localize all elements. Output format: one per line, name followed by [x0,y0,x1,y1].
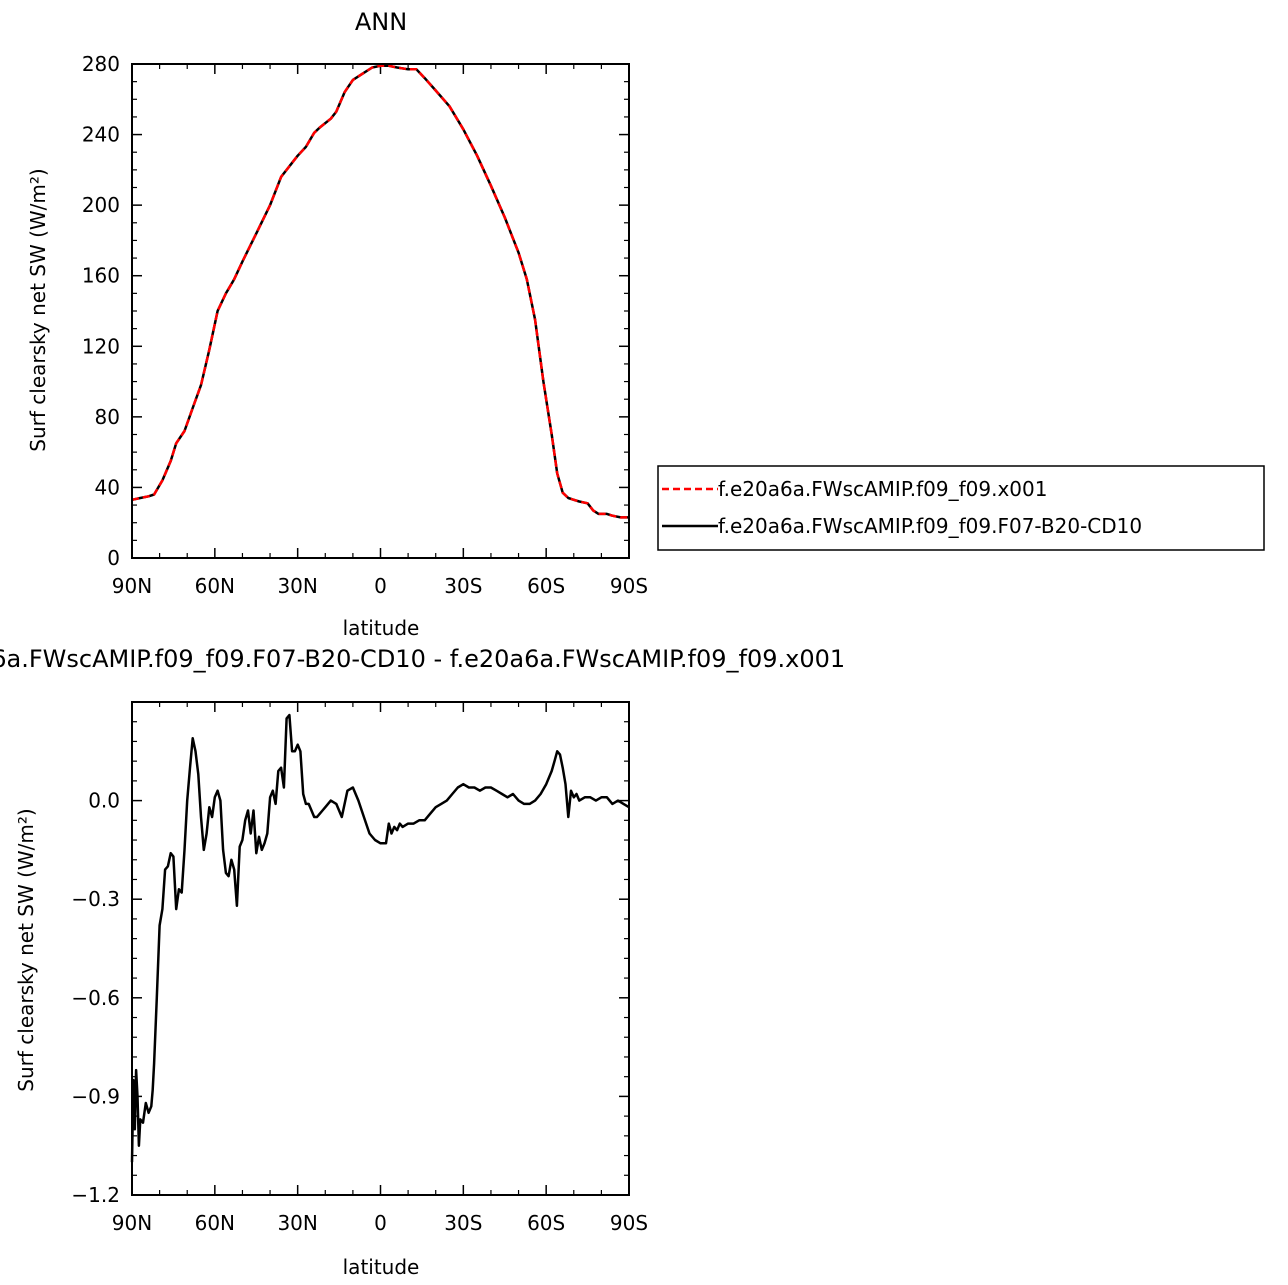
bottom-series-lines [130,713,630,1163]
top-y-axis-title: Surf clearsky net SW (W/m²) [26,168,50,451]
bottom-x-tick-label: 90N [112,1211,152,1235]
top-panel: ANN Surf clearsky net SW (W/m²) latitude… [26,8,648,640]
bottom-y-tick-label: −0.9 [71,1084,120,1108]
top-series-lines [131,64,629,519]
bottom-x-tick-label: 30S [444,1211,482,1235]
top-y-tick-label: 40 [95,475,120,499]
top-x-tick-label: 90S [610,574,648,598]
top-x-tick-label: 30N [277,574,317,598]
bottom-panel: f.e20a6a.FWscAMIP.f09_f09.F07-B20-CD10 -… [0,645,845,1279]
top-plot-frame [131,63,630,559]
bottom-y-axis-title: Surf clearsky net SW (W/m²) [14,808,38,1091]
top-axis-ticks: 90N 60N 30N 0 30S 60S 90S 0 40 80 120 160 200 240 280 [82,52,648,598]
top-chart-title: ANN [355,8,407,36]
bottom-x-tick-label: 30N [277,1211,317,1235]
legend: f.e20a6a.FWscAMIP.f09_f09.x001 f.e20a6a.… [657,465,1265,551]
legend-box [657,465,1265,551]
bottom-y-tick-label: 0.0 [88,789,120,813]
top-x-tick-label: 60S [527,574,565,598]
bottom-series-line [130,713,630,1163]
top-y-tick-label: 280 [82,52,120,76]
top-y-tick-label: 160 [82,264,120,288]
top-y-tick-label: 240 [82,123,120,147]
top-y-tick-label: 120 [82,334,120,358]
bottom-y-tick-label: −1.2 [71,1183,120,1207]
bottom-y-tick-label: −0.6 [71,986,120,1010]
bottom-chart-title: f.e20a6a.FWscAMIP.f09_f09.F07-B20-CD10 -… [0,645,845,673]
top-series-line [131,64,629,519]
top-x-axis-title: latitude [343,616,420,640]
bottom-x-tick-label: 60N [195,1211,235,1235]
top-x-tick-label: 60N [195,574,235,598]
top-y-tick-label: 80 [95,405,120,429]
legend-label-control: f.e20a6a.FWscAMIP.f09_f09.x001 [718,477,1047,501]
bottom-plot-frame [131,701,630,1196]
top-x-tick-label: 30S [444,574,482,598]
top-x-tick-label: 90N [112,574,152,598]
bottom-x-tick-label: 60S [527,1211,565,1235]
bottom-x-tick-label: 0 [374,1211,387,1235]
top-y-tick-label: 200 [82,193,120,217]
bottom-x-axis-title: latitude [343,1255,420,1279]
bottom-y-tick-label: −0.3 [71,887,120,911]
bottom-x-tick-label: 90S [610,1211,648,1235]
top-y-tick-label: 0 [107,546,120,570]
top-x-tick-label: 0 [374,574,387,598]
legend-label-test: f.e20a6a.FWscAMIP.f09_f09.F07-B20-CD10 [718,514,1142,538]
